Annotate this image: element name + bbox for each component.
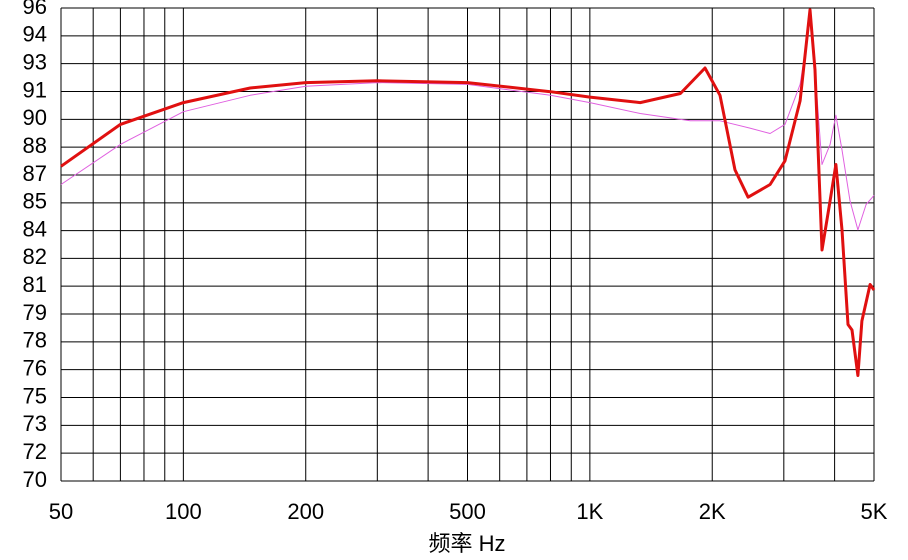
x-tick-label: 200 [287, 499, 324, 524]
y-tick-label: 88 [23, 133, 47, 158]
x-tick-label: 500 [449, 499, 486, 524]
y-tick-label: 78 [23, 328, 47, 353]
y-tick-label: 87 [23, 161, 47, 186]
x-tick-label: 5K [861, 499, 888, 524]
y-tick-label: 91 [23, 77, 47, 102]
y-tick-label: 75 [23, 383, 47, 408]
x-tick-label: 2K [699, 499, 726, 524]
y-tick-label: 96 [23, 0, 47, 19]
data-line [60, 8, 876, 377]
y-tick-label: 73 [23, 411, 47, 436]
x-axis-label: 频率 Hz [428, 531, 505, 556]
x-tick-label: 50 [49, 499, 73, 524]
y-tick-label: 85 [23, 189, 47, 214]
y-tick-label: 81 [23, 272, 47, 297]
y-tick-label: 82 [23, 244, 47, 269]
y-tick-label: 84 [23, 216, 47, 241]
y-tick-label: 94 [23, 22, 47, 47]
y-tick-label: 72 [23, 439, 47, 464]
y-tick-label: 90 [23, 105, 47, 130]
y-tick-label: 70 [23, 467, 47, 492]
y-tick-label: 79 [23, 300, 47, 325]
x-tick-label: 1K [576, 499, 603, 524]
data-line [60, 20, 875, 231]
x-tick-label: 100 [165, 499, 202, 524]
y-tick-label: 93 [23, 49, 47, 74]
y-tick-label: 76 [23, 355, 47, 380]
